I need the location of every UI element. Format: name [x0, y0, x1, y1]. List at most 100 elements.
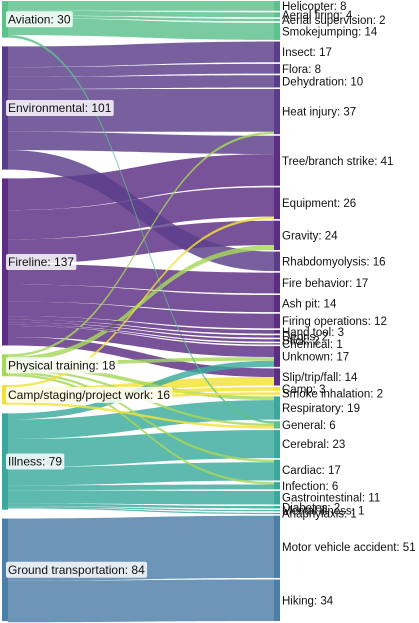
link-illness-to-respiratory	[8, 400, 274, 439]
target-node-insect	[274, 41, 280, 63]
target-node-helicopter	[274, 1, 280, 11]
link-aviation-to-helicopter	[8, 1, 274, 11]
link-environmental-to-flora	[8, 63, 274, 77]
target-node-equipment	[274, 187, 280, 220]
link-fireline-to-chemical	[8, 324, 274, 345]
link-environmental-to-dehydration	[8, 75, 274, 90]
target-node-smokejumping	[274, 22, 280, 40]
target-node-camp	[274, 387, 280, 391]
target-label-motor-vehicle-accident: Motor vehicle accident: 51	[282, 542, 416, 554]
target-label-chemical: Chemical: 1	[282, 339, 343, 351]
target-label-general: General: 6	[282, 420, 336, 432]
target-label-firing-operations: Firing operations: 12	[282, 316, 387, 328]
source-label-bg	[6, 11, 73, 28]
target-label-respiratory: Respiratory: 19	[282, 403, 360, 415]
link-physical-training-to-heat-injury	[8, 131, 274, 357]
link-fireline-to-debris	[8, 319, 274, 338]
target-node-stick	[274, 339, 280, 342]
link-fireline-to-hand-tool	[8, 316, 274, 334]
target-label-cardiac: Cardiac: 17	[282, 465, 341, 477]
link-fireline-to-fire-behavior	[8, 263, 274, 294]
target-node-gravity	[274, 220, 280, 250]
target-label-slip-trip-fall: Slip/trip/fall: 14	[282, 372, 358, 384]
source-label-bg	[6, 357, 118, 374]
source-label-aviation: Aviation: 30	[8, 12, 71, 26]
target-node-aerial-firing	[274, 12, 280, 18]
source-label-illness: Illness: 79	[8, 455, 62, 469]
target-label-hiking: Hiking: 34	[282, 595, 334, 607]
target-node-flora	[274, 63, 280, 74]
source-node-illness	[2, 413, 8, 510]
target-node-cardiac	[274, 459, 280, 481]
link-environmental-to-tree-branch-strike	[8, 131, 274, 155]
target-node-hiking	[274, 579, 280, 621]
target-node-chemical	[274, 343, 280, 345]
source-node-environmental	[2, 46, 8, 170]
target-label-ash-pit: Ash pit: 14	[282, 299, 337, 311]
link-fireline-to-firing-operations	[8, 301, 274, 329]
target-node-motor-vehicle-accident	[274, 515, 280, 578]
link-environmental-to-rhabdomyolysis	[8, 150, 274, 272]
target-label-smoke-inhalation: Smoke inhalation: 2	[282, 389, 383, 401]
link-camp-staging-project-work-to-equipment	[8, 216, 274, 388]
link-aviation-to-aerial-firing	[8, 10, 274, 18]
link-illness-to-mental-illness	[8, 506, 274, 512]
target-node-unknown	[274, 346, 280, 367]
target-label-cerebral: Cerebral: 23	[282, 439, 345, 451]
target-node-general	[274, 421, 280, 429]
target-label-tree-branch-strike: Tree/branch strike: 41	[282, 156, 393, 168]
sankey-labels: Aviation: 30 Environmental: 101 Fireline: …	[6, 1, 416, 607]
target-node-diabetes	[274, 506, 280, 509]
link-illness-to-gastrointestinal	[8, 490, 274, 505]
link-fireline-to-ash-pit	[8, 284, 274, 313]
target-label-camp: Camp: 3	[282, 384, 325, 396]
target-label-gastrointestinal: Gastrointestinal: 11	[282, 493, 380, 505]
source-node-camp-staging-project-work	[2, 385, 8, 405]
target-node-cerebral	[274, 430, 280, 459]
link-fireline-to-tree-branch-strike	[8, 154, 274, 211]
source-node-aviation	[2, 1, 8, 38]
link-ground-transportation-to-hiking	[8, 579, 274, 623]
link-physical-training-to-cardiac	[8, 371, 274, 463]
target-label-unknown: Unknown: 17	[282, 351, 349, 363]
target-node-hand-tool	[274, 329, 280, 334]
link-physical-training-to-infection	[8, 373, 274, 485]
target-node-heat-injury	[274, 89, 280, 135]
link-aviation-to-general	[8, 35, 274, 424]
target-label-heat-injury: Heat injury: 37	[282, 107, 356, 119]
target-label-stick: Stick: 2	[282, 335, 320, 347]
source-node-ground-transportation	[2, 518, 8, 621]
source-label-environmental: Environmental: 101	[8, 101, 112, 115]
link-environmental-to-insect	[8, 41, 274, 68]
target-label-aerial-supervision: Aerial supervision: 2	[282, 15, 386, 27]
target-label-gravity: Gravity: 24	[282, 230, 338, 242]
source-label-camp-staging-project-work: Camp/staging/project work: 16	[8, 388, 170, 402]
target-node-firing-operations	[274, 313, 280, 329]
link-fireline-to-unknown	[8, 325, 274, 358]
target-label-rhabdomyolysis: Rhabdomyolysis: 16	[282, 256, 386, 268]
target-node-infection	[274, 482, 280, 490]
link-physical-training-to-gravity	[8, 245, 274, 362]
link-illness-to-cerebral	[8, 430, 274, 468]
source-label-ground-transportation: Ground transportation: 84	[8, 563, 145, 577]
source-label-bg	[6, 386, 173, 403]
target-label-flora: Flora: 8	[282, 64, 321, 76]
link-illness-to-cardiac	[8, 462, 274, 486]
target-label-smokejumping: Smokejumping: 14	[282, 26, 378, 38]
link-aviation-to-smokejumping	[8, 18, 274, 40]
target-node-mental-illness	[274, 510, 280, 512]
target-node-smoke-inhalation	[274, 392, 280, 395]
source-label-bg	[6, 453, 65, 470]
link-aviation-to-aerial-supervision	[8, 15, 274, 22]
target-label-aerial-firing: Aerial firing: 4	[282, 10, 353, 22]
target-label-mental-illness: Mental illness: 1	[282, 506, 364, 518]
source-node-fireline	[2, 178, 8, 346]
link-physical-training-to-respiratory	[8, 365, 274, 401]
link-camp-staging-project-work-to-general	[8, 402, 274, 429]
target-node-gastrointestinal	[274, 491, 280, 505]
target-label-debris: Debris: 2	[282, 331, 328, 343]
target-node-fire-behavior	[274, 272, 280, 294]
target-label-equipment: Equipment: 26	[282, 198, 356, 210]
target-node-dehydration	[274, 75, 280, 88]
